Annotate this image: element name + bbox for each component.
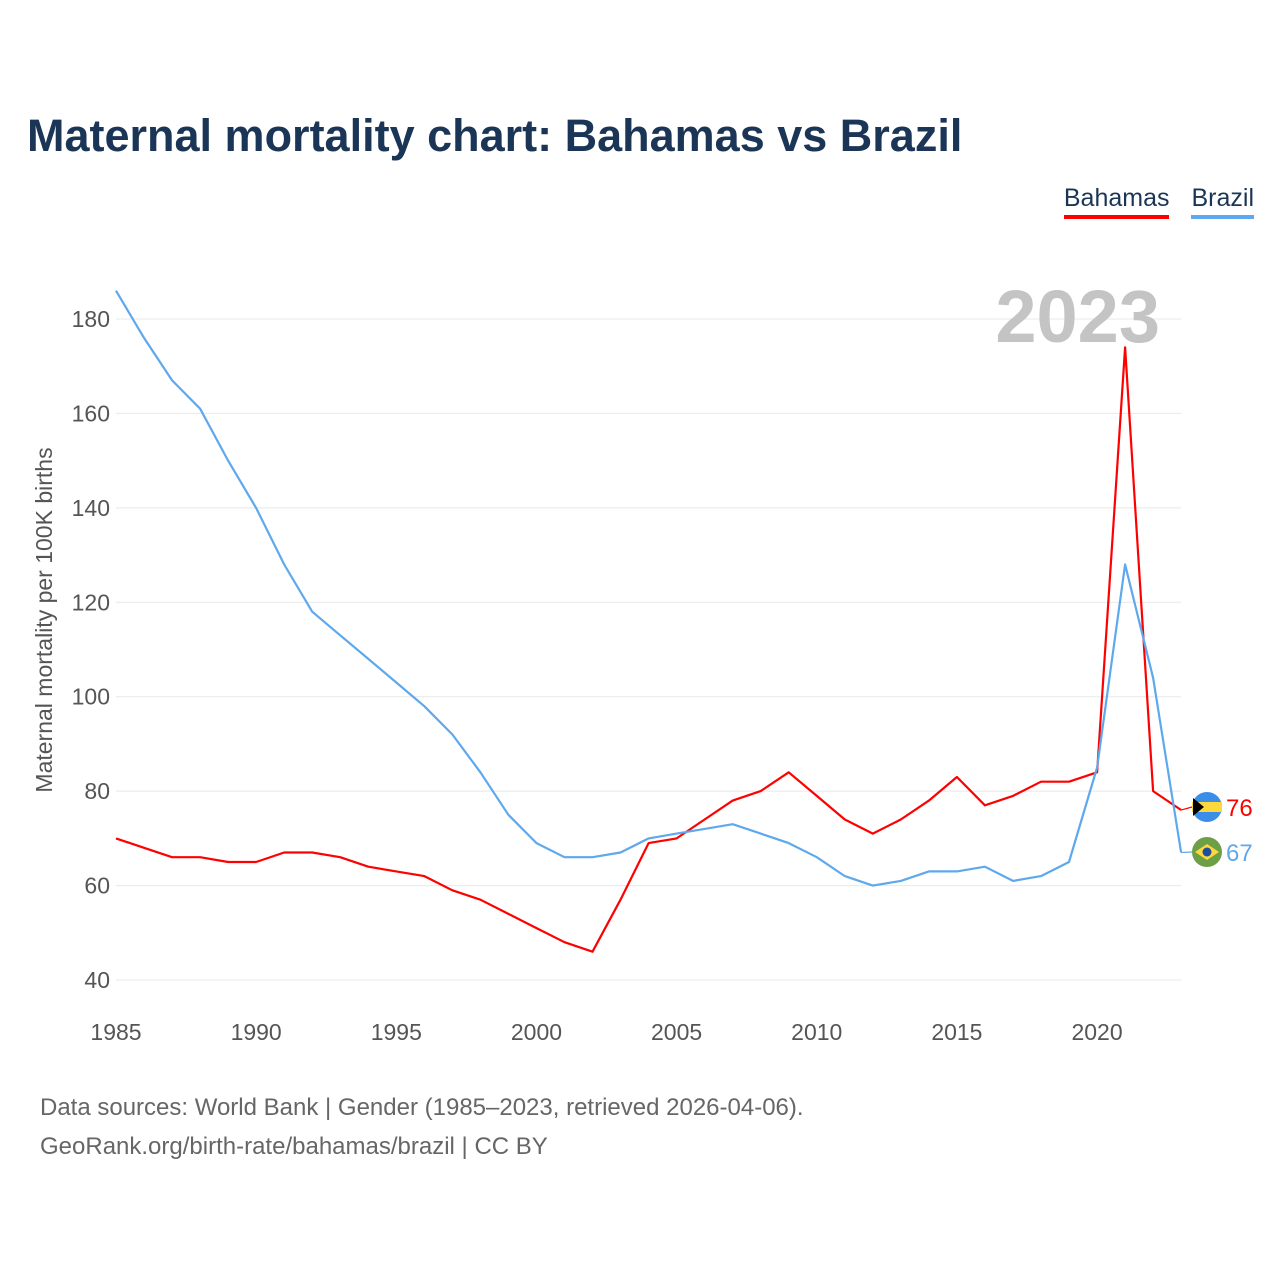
- y-tick-label: 80: [84, 778, 110, 804]
- year-watermark: 2023: [995, 275, 1160, 358]
- x-tick-label: 2015: [931, 1019, 982, 1045]
- legend-brazil[interactable]: Brazil: [1191, 184, 1254, 219]
- attribution-link[interactable]: GeoRank.org/birth-rate/bahamas/brazil | …: [40, 1133, 548, 1160]
- legend-bahamas[interactable]: Bahamas: [1063, 184, 1170, 219]
- brazil-flag-icon: [1192, 837, 1222, 867]
- y-axis-label: Maternal mortality per 100K births: [31, 447, 57, 792]
- y-tick-label: 100: [72, 684, 110, 710]
- chart-title: Maternal mortality chart: Bahamas vs Bra…: [27, 110, 963, 161]
- legend: Bahamas Brazil: [1063, 184, 1254, 219]
- y-tick-label: 160: [72, 400, 110, 426]
- flag-stripe: [1192, 802, 1222, 812]
- x-tick-label: 1995: [371, 1019, 422, 1045]
- y-tick-label: 120: [72, 589, 110, 615]
- x-tick-label: 1990: [231, 1019, 282, 1045]
- end-connector: [1181, 851, 1193, 854]
- flag-globe: [1202, 847, 1212, 857]
- y-tick-label: 140: [72, 495, 110, 521]
- flag-triangle: [1193, 798, 1204, 816]
- bahamas-flag-icon: [1192, 792, 1222, 822]
- y-tick-label: 180: [72, 306, 110, 332]
- x-tick-label: 1985: [90, 1019, 141, 1045]
- series-line-brazil: [115, 290, 1183, 887]
- x-tick-label: 2020: [1071, 1019, 1122, 1045]
- y-tick-label: 60: [84, 873, 110, 899]
- data-source: Data sources: World Bank | Gender (1985–…: [40, 1094, 804, 1121]
- end-value-label: 67: [1226, 840, 1253, 867]
- footer: Data sources: World Bank | Gender (1985–…: [40, 1088, 804, 1166]
- series-line-bahamas: [115, 346, 1182, 953]
- x-tick-label: 2000: [511, 1019, 562, 1045]
- x-tick-label: 2005: [651, 1019, 702, 1045]
- end-connector: [1180, 806, 1193, 811]
- end-value-label: 76: [1226, 795, 1253, 822]
- y-tick-label: 40: [84, 967, 110, 993]
- x-tick-label: 2010: [791, 1019, 842, 1045]
